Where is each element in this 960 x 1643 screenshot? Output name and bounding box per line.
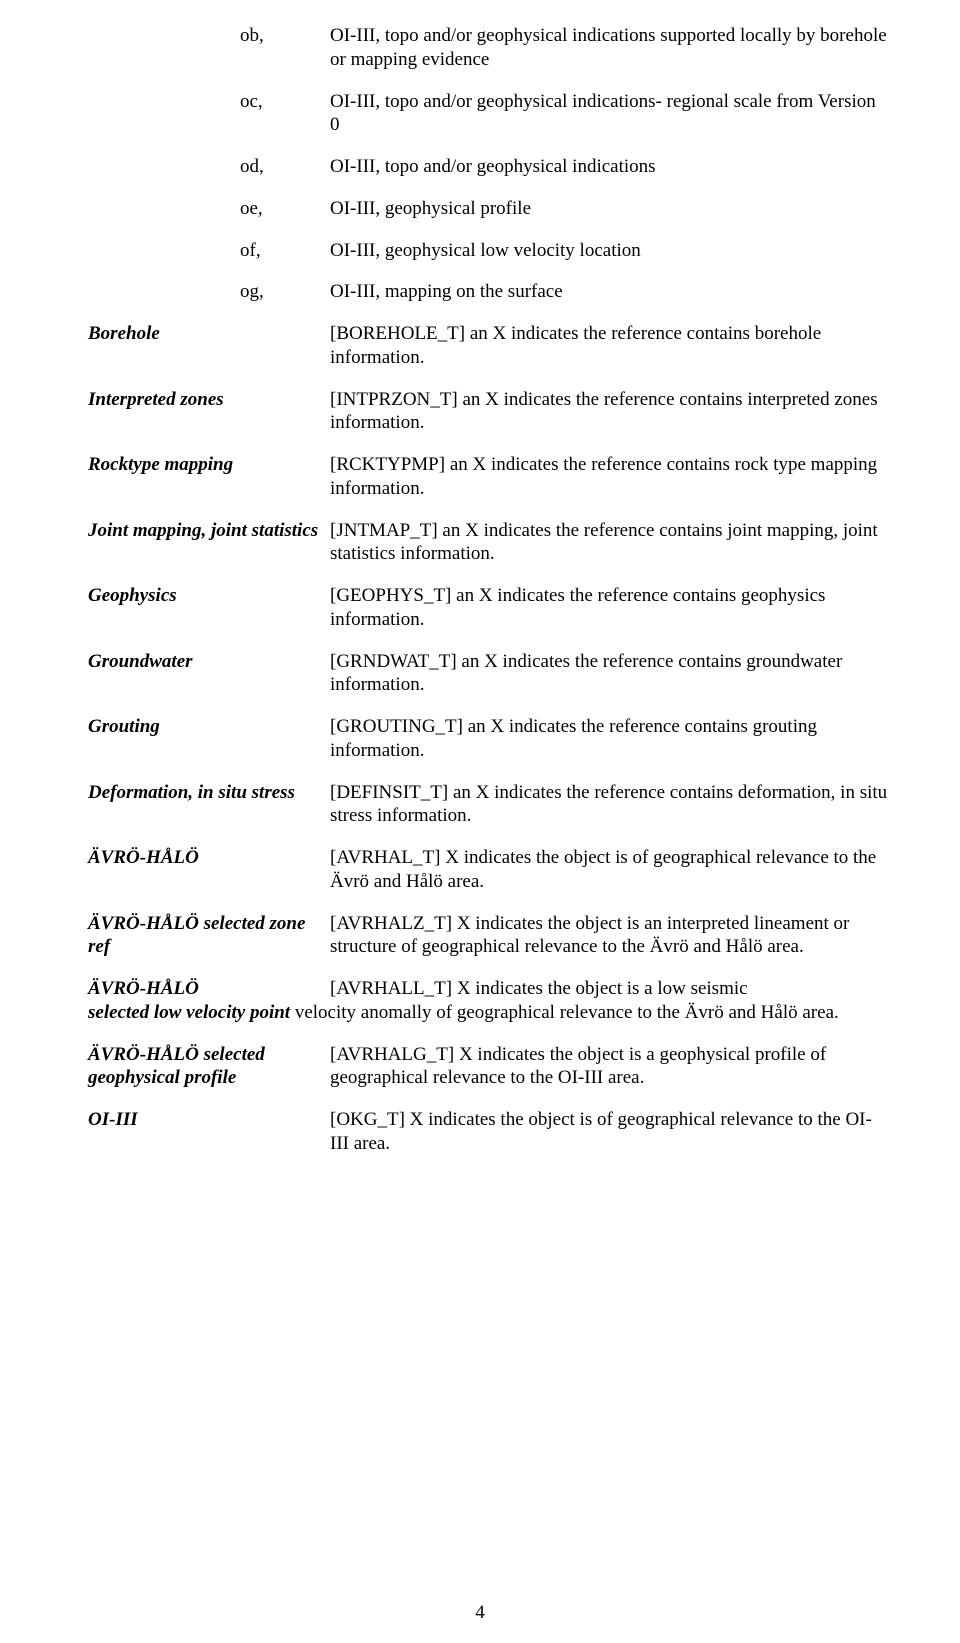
field-borehole: Borehole [BOREHOLE_T] an X indicates the…: [88, 322, 888, 370]
field-groundwater: Groundwater [GRNDWAT_T] an X indicates t…: [88, 650, 888, 698]
code-label: od,: [88, 155, 330, 179]
field-avrhalz: ÄVRÖ-HÅLÖ selected zone ref [AVRHALZ_T] …: [88, 912, 888, 960]
field-interpreted-zones: Interpreted zones [INTPRZON_T] an X indi…: [88, 388, 888, 436]
field-desc: [AVRHAL_T] X indicates the object is of …: [330, 846, 888, 894]
field-desc-line1: [AVRHALL_T] X indicates the object is a …: [330, 977, 888, 1001]
field-label: Rocktype mapping: [88, 453, 330, 501]
field-label-line1: ÄVRÖ-HÅLÖ: [88, 977, 330, 1001]
code-label: ob,: [88, 24, 330, 72]
code-label: og,: [88, 280, 330, 304]
field-label: ÄVRÖ-HÅLÖ: [88, 846, 330, 894]
field-label: Groundwater: [88, 650, 330, 698]
field-desc: [BOREHOLE_T] an X indicates the referenc…: [330, 322, 888, 370]
field-desc: [GEOPHYS_T] an X indicates the reference…: [330, 584, 888, 632]
code-label: oe,: [88, 197, 330, 221]
field-joint-mapping: Joint mapping, joint statistics [JNTMAP_…: [88, 519, 888, 567]
field-label: ÄVRÖ-HÅLÖ selected geophysical profile: [88, 1043, 330, 1091]
code-desc: OI-III, geophysical profile: [330, 197, 888, 221]
field-label: Joint mapping, joint statistics: [88, 519, 330, 567]
page-number: 4: [0, 1601, 960, 1625]
field-label: Deformation, in situ stress: [88, 781, 330, 829]
field-avrhal: ÄVRÖ-HÅLÖ [AVRHAL_T] X indicates the obj…: [88, 846, 888, 894]
field-geophysics: Geophysics [GEOPHYS_T] an X indicates th…: [88, 584, 888, 632]
field-label: Grouting: [88, 715, 330, 763]
field-avrhalg: ÄVRÖ-HÅLÖ selected geophysical profile […: [88, 1043, 888, 1091]
field-desc: [GRNDWAT_T] an X indicates the reference…: [330, 650, 888, 698]
code-desc: OI-III, topo and/or geophysical indicati…: [330, 90, 888, 138]
field-deformation: Deformation, in situ stress [DEFINSIT_T]…: [88, 781, 888, 829]
code-desc: OI-III, mapping on the surface: [330, 280, 888, 304]
field-desc-rest: velocity anomally of geographical releva…: [295, 1002, 839, 1023]
field-label: Geophysics: [88, 584, 330, 632]
code-label: oc,: [88, 90, 330, 138]
code-row-oe: oe, OI-III, geophysical profile: [88, 197, 888, 221]
field-avrhall: ÄVRÖ-HÅLÖ [AVRHALL_T] X indicates the ob…: [88, 977, 888, 1025]
field-desc: [GROUTING_T] an X indicates the referenc…: [330, 715, 888, 763]
field-label: Interpreted zones: [88, 388, 330, 436]
field-label: OI-III: [88, 1108, 330, 1156]
field-label: Borehole: [88, 322, 330, 370]
field-desc: [AVRHALG_T] X indicates the object is a …: [330, 1043, 888, 1091]
code-row-ob: ob, OI-III, topo and/or geophysical indi…: [88, 24, 888, 72]
field-desc: [INTPRZON_T] an X indicates the referenc…: [330, 388, 888, 436]
field-rocktype-mapping: Rocktype mapping [RCKTYPMP] an X indicat…: [88, 453, 888, 501]
field-label: ÄVRÖ-HÅLÖ selected zone ref: [88, 912, 330, 960]
code-row-og: og, OI-III, mapping on the surface: [88, 280, 888, 304]
field-label-line2: selected low velocity point: [88, 1002, 290, 1023]
field-desc: [DEFINSIT_T] an X indicates the referenc…: [330, 781, 888, 829]
field-desc: [JNTMAP_T] an X indicates the reference …: [330, 519, 888, 567]
field-oi-iii: OI-III [OKG_T] X indicates the object is…: [88, 1108, 888, 1156]
code-row-of: of, OI-III, geophysical low velocity loc…: [88, 239, 888, 263]
code-desc: OI-III, topo and/or geophysical indicati…: [330, 155, 888, 179]
field-desc: [RCKTYPMP] an X indicates the reference …: [330, 453, 888, 501]
code-desc: OI-III, topo and/or geophysical indicati…: [330, 24, 888, 72]
code-row-od: od, OI-III, topo and/or geophysical indi…: [88, 155, 888, 179]
field-desc: [AVRHALZ_T] X indicates the object is an…: [330, 912, 888, 960]
field-grouting: Grouting [GROUTING_T] an X indicates the…: [88, 715, 888, 763]
field-desc: [OKG_T] X indicates the object is of geo…: [330, 1108, 888, 1156]
code-desc: OI-III, geophysical low velocity locatio…: [330, 239, 888, 263]
code-row-oc: oc, OI-III, topo and/or geophysical indi…: [88, 90, 888, 138]
code-label: of,: [88, 239, 330, 263]
